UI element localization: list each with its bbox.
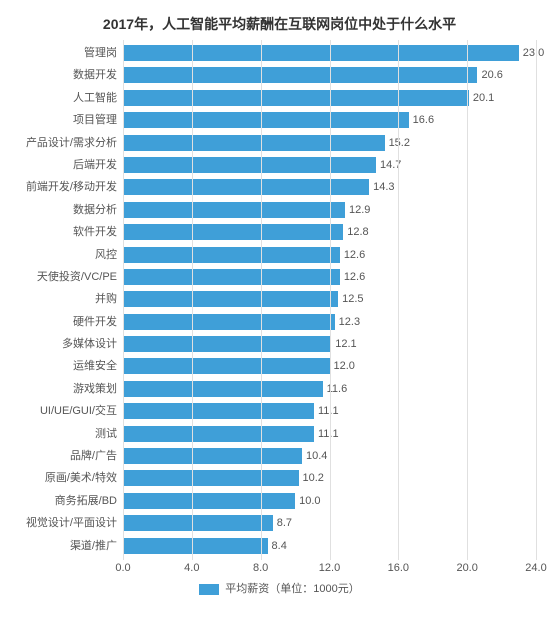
bar — [123, 314, 335, 330]
bar — [123, 269, 340, 285]
value-label: 10.0 — [295, 490, 320, 512]
category-label: 视觉设计/平面设计 — [18, 512, 123, 534]
bar — [123, 358, 330, 374]
x-tick-label: 8.0 — [253, 562, 268, 574]
category-label: 品牌/广告 — [18, 445, 123, 467]
bar — [123, 247, 340, 263]
x-tick-label: 20.0 — [456, 562, 477, 574]
bar — [123, 381, 323, 397]
bar — [123, 67, 477, 83]
value-label: 10.4 — [302, 445, 327, 467]
bar — [123, 538, 268, 554]
category-label: 管理岗 — [18, 42, 123, 64]
bar — [123, 448, 302, 464]
x-tick-label: 0.0 — [115, 562, 130, 574]
category-label: 硬件开发 — [18, 311, 123, 333]
category-label: 项目管理 — [18, 109, 123, 131]
legend-swatch — [199, 584, 219, 595]
bar — [123, 90, 469, 106]
x-tick-label: 12.0 — [319, 562, 340, 574]
category-label: 运维安全 — [18, 355, 123, 377]
value-label: 12.6 — [340, 244, 365, 266]
value-label: 14.3 — [369, 176, 394, 198]
salary-bar-chart: 2017年，人工智能平均薪酬在互联网岗位中处于什么水平 管理岗 23.0 数据开发 2… — [0, 0, 559, 636]
bar — [123, 157, 376, 173]
x-axis: 0.04.08.012.016.020.024.0 — [123, 560, 536, 578]
bar — [123, 135, 385, 151]
value-label: 16.6 — [409, 109, 434, 131]
category-label: 商务拓展/BD — [18, 490, 123, 512]
value-label: 12.3 — [335, 311, 360, 333]
value-label: 12.8 — [343, 221, 368, 243]
category-label: 渠道/推广 — [18, 535, 123, 557]
value-label: 8.7 — [273, 512, 292, 534]
gridline — [536, 40, 537, 560]
gridline — [467, 40, 468, 560]
bar — [123, 112, 409, 128]
bar — [123, 45, 519, 61]
gridline — [192, 40, 193, 560]
category-label: 数据分析 — [18, 199, 123, 221]
category-label: 并购 — [18, 288, 123, 310]
bar — [123, 403, 314, 419]
value-label: 10.2 — [299, 467, 324, 489]
bar — [123, 202, 345, 218]
category-label: 后端开发 — [18, 154, 123, 176]
value-label: 15.2 — [385, 132, 410, 154]
category-label: 原画/美术/特效 — [18, 467, 123, 489]
category-label: 游戏策划 — [18, 378, 123, 400]
gridline — [330, 40, 331, 560]
chart-title: 2017年，人工智能平均薪酬在互联网岗位中处于什么水平 — [18, 14, 541, 34]
value-label: 20.1 — [469, 87, 494, 109]
legend: 平均薪资（单位：1000元） — [18, 580, 541, 596]
category-label: 天使投资/VC/PE — [18, 266, 123, 288]
x-tick-label: 24.0 — [525, 562, 546, 574]
bar — [123, 224, 343, 240]
gridline — [261, 40, 262, 560]
category-label: 多媒体设计 — [18, 333, 123, 355]
value-label: 8.4 — [268, 535, 287, 557]
x-tick-label: 16.0 — [388, 562, 409, 574]
category-label: UI/UE/GUI/交互 — [18, 400, 123, 422]
value-label: 11.6 — [323, 378, 348, 400]
bar — [123, 470, 299, 486]
value-label: 11.1 — [314, 400, 339, 422]
value-label: 12.6 — [340, 266, 365, 288]
value-label: 23.0 — [519, 42, 544, 64]
bar — [123, 515, 273, 531]
value-label: 11.1 — [314, 423, 339, 445]
category-label: 风控 — [18, 244, 123, 266]
category-label: 前端开发/移动开发 — [18, 176, 123, 198]
bar — [123, 426, 314, 442]
value-label: 12.9 — [345, 199, 370, 221]
category-label: 人工智能 — [18, 87, 123, 109]
gridline — [398, 40, 399, 560]
bar — [123, 493, 295, 509]
value-label: 12.0 — [330, 355, 355, 377]
bar — [123, 336, 331, 352]
bar — [123, 291, 338, 307]
value-label: 12.1 — [331, 333, 356, 355]
plot-area: 管理岗 23.0 数据开发 20.6 人工智能 20.1 项目管理 16.6 产品设计/需求分析… — [18, 40, 541, 560]
category-label: 软件开发 — [18, 221, 123, 243]
legend-label: 平均薪资（单位：1000元） — [225, 583, 359, 595]
category-label: 产品设计/需求分析 — [18, 132, 123, 154]
bar — [123, 179, 369, 195]
x-tick-label: 4.0 — [184, 562, 199, 574]
value-label: 12.5 — [338, 288, 363, 310]
value-label: 20.6 — [477, 64, 502, 86]
gridline — [123, 40, 124, 560]
category-label: 测试 — [18, 423, 123, 445]
category-label: 数据开发 — [18, 64, 123, 86]
